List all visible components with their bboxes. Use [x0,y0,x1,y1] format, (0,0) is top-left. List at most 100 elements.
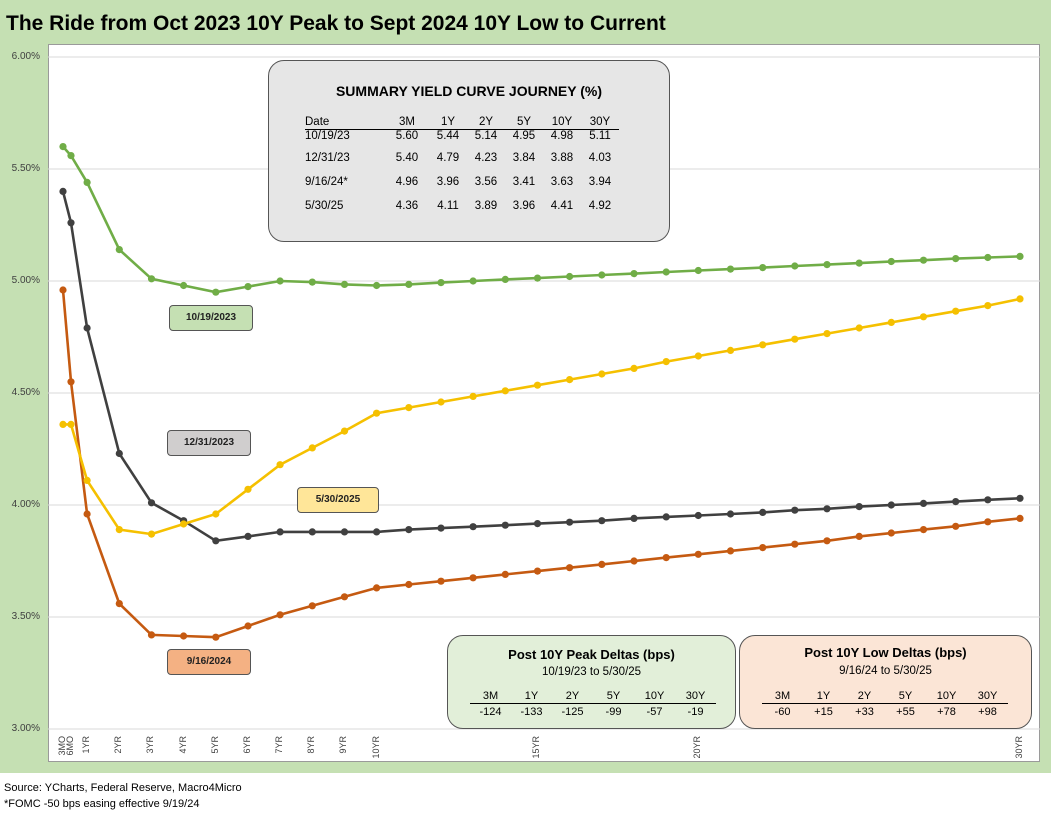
series-line [62,145,1021,294]
data-point [147,631,156,639]
summary-cell: 12/31/23 [305,152,350,164]
summary-cell: 4.79 [436,152,460,164]
data-point [694,511,702,520]
data-point [59,187,67,195]
series-line [61,191,1021,543]
data-point [630,557,638,565]
data-point [919,526,928,534]
delta-header-cell: 1Y [511,689,552,704]
x-tick-label: 7YR [274,736,285,754]
x-tick-label: 8YR [306,736,317,754]
data-point [437,279,445,287]
data-point [59,286,67,294]
data-point [823,537,831,545]
label-9-16-2024: 9/16/2024 [167,649,251,675]
summary-header-cell: 5Y [505,115,543,130]
delta-value-cell: -60 [774,706,791,718]
data-point [791,540,799,548]
summary-cell: 5.40 [395,152,419,164]
series-line [63,297,1021,536]
summary-cell: 4.23 [474,152,498,164]
summary-cell: 4.92 [588,200,612,212]
data-point [1016,514,1024,523]
data-point [759,264,767,272]
delta-value-cell: +98 [978,706,997,718]
data-point [984,518,992,526]
data-point [630,514,638,523]
low-deltas-title: Post 10Y Low Deltas (bps) [804,645,967,660]
y-tick-label: 6.00% [11,51,40,62]
summary-cell: 3.41 [512,176,536,188]
summary-cell: 4.41 [550,200,574,212]
data-point [501,275,509,283]
summary-cell: 4.11 [437,200,459,212]
x-tick-label: 15YR [531,736,542,759]
data-point [180,632,188,640]
data-point [469,523,477,531]
data-point [952,255,960,263]
data-point [308,528,316,536]
data-point [373,281,381,290]
data-point [147,275,156,283]
delta-header-cell: 30Y [967,689,1008,704]
data-point [726,265,735,273]
x-tick-label: 9YR [338,736,349,754]
sources-note: Source: YCharts, Federal Reserve, Macro4… [4,780,242,812]
peak-deltas-subtitle: 10/19/23 to 5/30/25 [541,666,642,678]
data-point [533,567,542,575]
data-point [501,387,509,395]
data-point [276,461,284,469]
data-point [373,409,381,417]
data-point [308,444,316,452]
data-point [276,528,284,536]
delta-value-cell: -124 [479,706,502,718]
delta-header-cell: 3M [470,689,511,704]
data-point [212,288,220,296]
data-point [405,280,413,288]
delta-value-cell: -133 [520,706,543,718]
data-point [469,392,477,400]
summary-header-cell: 1Y [429,115,467,130]
data-point [67,219,75,227]
summary-cell: 3.96 [512,200,536,212]
y-tick-label: 5.00% [11,275,40,286]
summary-cell: 3.96 [436,176,460,188]
data-point [694,352,702,360]
data-point [276,611,284,619]
data-point [469,277,477,285]
data-point [405,580,413,589]
label-12-31-2023: 12/31/2023 [167,430,251,456]
summary-cell: 3.56 [474,176,498,188]
data-point [83,476,91,484]
data-point [662,554,670,562]
data-point [180,281,188,290]
peak-deltas-table: 3M 1Y 2Y 5Y 10Y 30Y -124 -133 -125 -99 -57 -19 [470,689,716,720]
summary-cell: 10/19/23 [305,130,350,142]
summary-table: Date 3M 1Y 2Y 5Y 10Y 30Y 10/19/23 5.60 5.44 5.14 4.… [305,115,619,218]
y-tick-label: 3.50% [11,611,40,622]
low-deltas-subtitle: 9/16/24 to 5/30/25 [839,665,932,677]
summary-cell: 3.88 [550,152,574,164]
summary-box: SUMMARY YIELD CURVE JOURNEY (%) Date 3M 1Y… [268,60,670,242]
data-point [887,257,895,266]
data-point [952,498,960,506]
delta-header-cell: 1Y [803,689,844,704]
source-line: Source: YCharts, Federal Reserve, Macro4… [4,782,242,794]
x-tick-label: 4YR [177,736,188,754]
data-point [340,280,349,288]
data-point [726,346,735,354]
summary-cell: 4.03 [588,152,612,164]
data-point [276,277,284,285]
data-point [759,544,767,552]
data-point [855,532,863,541]
delta-header-cell: 2Y [844,689,885,704]
x-tick-label: 20YR [692,736,703,759]
data-point [694,550,702,558]
label-10-19-2023: 10/19/2023 [169,305,253,331]
data-point [83,324,91,332]
data-point [340,427,349,435]
data-point [340,593,349,601]
y-tick-label: 3.00% [11,723,40,734]
data-point [855,503,863,511]
data-point [115,600,123,608]
